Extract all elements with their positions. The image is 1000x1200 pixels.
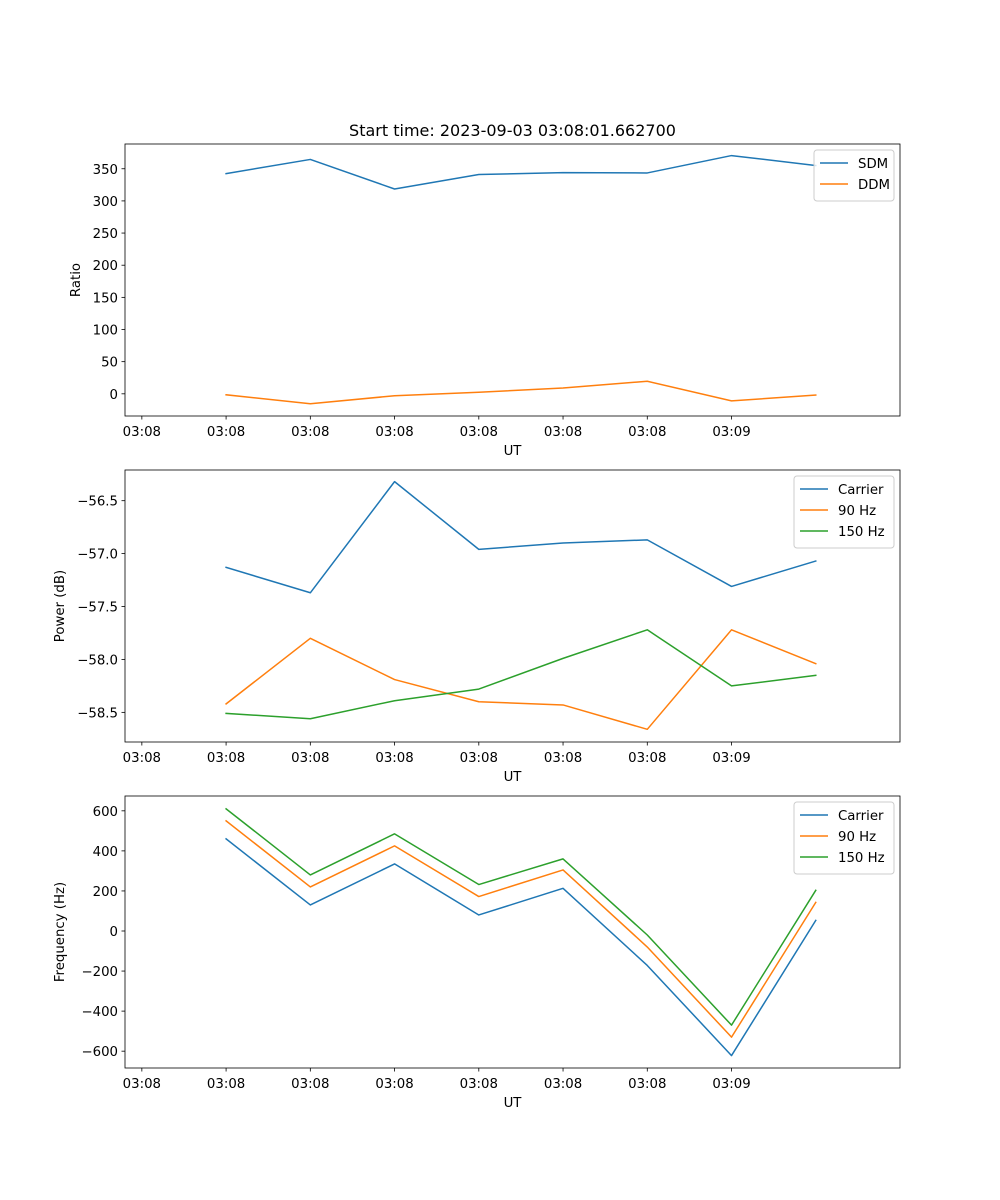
- axes-frame: [124, 795, 901, 1069]
- x-tick-label: 03:08: [544, 751, 582, 766]
- x-axis-label: UT: [504, 1096, 523, 1111]
- x-tick-label: 03:08: [460, 425, 498, 440]
- x-tick-label: 03:08: [207, 1077, 245, 1092]
- y-tick-label: −600: [81, 1045, 118, 1060]
- y-tick-label: 0: [110, 388, 118, 403]
- y-axis-label: Frequency (Hz): [53, 882, 68, 982]
- legend-label: Carrier: [838, 483, 884, 498]
- axes-frame: [124, 469, 901, 743]
- y-tick-label: −58.5: [77, 706, 118, 721]
- series-line-sdm: [225, 154, 817, 190]
- y-tick-label: −200: [81, 965, 118, 980]
- x-tick-label: 03:08: [628, 1077, 666, 1092]
- y-tick-label: 0: [110, 925, 118, 940]
- legend-label: Carrier: [838, 809, 884, 824]
- x-tick-label: 03:08: [123, 425, 161, 440]
- series-line-ddm: [225, 380, 817, 405]
- x-tick-label: 03:09: [712, 1077, 750, 1092]
- chart-panel-2: 03:08 03:08 03:08 03:08 03:08 03:08 03:08 03:09…: [53, 469, 901, 785]
- legend-label: 90 Hz: [838, 830, 876, 845]
- y-tick-label: −58.0: [77, 653, 118, 668]
- x-tick-label: 03:08: [460, 1077, 498, 1092]
- y-tick-label: −56.5: [77, 495, 118, 510]
- axes-frame: [124, 143, 901, 417]
- x-tick-label: 03:08: [291, 425, 329, 440]
- x-tick-label: 03:08: [123, 1077, 161, 1092]
- legend-label: 150 Hz: [838, 851, 885, 866]
- y-tick-label: 350: [93, 163, 118, 178]
- x-tick-label: 03:08: [375, 751, 413, 766]
- y-tick-label: 200: [93, 259, 118, 274]
- legend-label: 90 Hz: [838, 504, 876, 519]
- x-axis-label: UT: [504, 444, 523, 459]
- x-tick-label: 03:08: [207, 751, 245, 766]
- legend: Carrier 90 Hz 150 Hz: [793, 801, 895, 875]
- series-line-carrier: [225, 837, 817, 1057]
- y-tick-label: 400: [93, 845, 118, 860]
- y-tick-label: 50: [101, 356, 118, 371]
- x-tick-label: 03:08: [460, 751, 498, 766]
- legend-box: [793, 475, 895, 549]
- legend-label: 150 Hz: [838, 525, 885, 540]
- x-tick-label: 03:08: [375, 1077, 413, 1092]
- series-line-90-hz: [225, 819, 817, 1038]
- y-tick-label: −57.0: [77, 548, 118, 563]
- y-axis-label: Ratio: [69, 263, 84, 297]
- x-tick-label: 03:08: [544, 1077, 582, 1092]
- legend: Carrier 90 Hz 150 Hz: [793, 475, 895, 549]
- legend-label: SDM: [858, 157, 888, 172]
- legend-label: DDM: [858, 178, 890, 193]
- x-tick-label: 03:08: [628, 751, 666, 766]
- series-line-carrier: [225, 480, 817, 594]
- series-line-90-hz: [225, 629, 817, 731]
- x-tick-label: 03:08: [123, 751, 161, 766]
- y-tick-label: 200: [93, 885, 118, 900]
- x-tick-label: 03:08: [291, 1077, 329, 1092]
- y-axis-label: Power (dB): [53, 570, 68, 642]
- y-tick-label: −57.5: [77, 601, 118, 616]
- x-axis-label: UT: [504, 770, 523, 785]
- x-tick-label: 03:08: [544, 425, 582, 440]
- x-tick-label: 03:09: [712, 425, 750, 440]
- chart-panel-1: 03:08 03:08 03:08 03:08 03:08 03:08 03:08 03:09…: [69, 121, 901, 459]
- y-tick-label: 150: [93, 291, 118, 306]
- x-tick-label: 03:09: [712, 751, 750, 766]
- legend: SDM DDM: [813, 149, 895, 202]
- y-tick-label: 300: [93, 195, 118, 210]
- series-line-150-hz: [225, 807, 817, 1026]
- x-tick-label: 03:08: [375, 425, 413, 440]
- chart-panel-3: 03:08 03:08 03:08 03:08 03:08 03:08 03:08 03:09…: [53, 795, 901, 1111]
- y-tick-label: 250: [93, 227, 118, 242]
- legend-box: [793, 801, 895, 875]
- y-tick-label: 600: [93, 805, 118, 820]
- series-line-150-hz: [225, 629, 817, 720]
- x-tick-label: 03:08: [207, 425, 245, 440]
- chart-title: Start time: 2023-09-03 03:08:01.662700: [349, 121, 676, 140]
- y-tick-label: 100: [93, 324, 118, 339]
- x-tick-label: 03:08: [291, 751, 329, 766]
- y-tick-label: −400: [81, 1005, 118, 1020]
- x-tick-label: 03:08: [628, 425, 666, 440]
